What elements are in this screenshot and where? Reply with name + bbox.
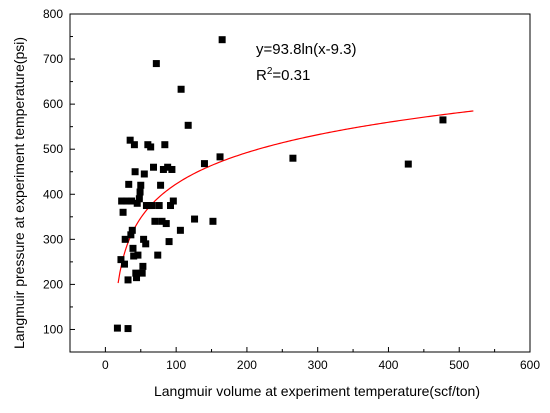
data-point-11 [127, 231, 135, 239]
data-point-3 [118, 197, 126, 205]
data-point-44 [162, 220, 170, 228]
y-tick-label-700: 700 [43, 52, 63, 66]
data-point-1 [124, 325, 132, 333]
data-point-50 [176, 226, 184, 234]
data-point-15 [130, 252, 138, 260]
data-point-17 [131, 168, 139, 176]
y-axis-title: Langmuir pressure at experiment temperat… [11, 37, 27, 349]
data-point-12 [128, 197, 136, 205]
data-point-58 [289, 154, 297, 162]
data-point-20 [133, 199, 141, 207]
y-tick-label-200: 200 [43, 277, 63, 291]
data-point-45 [164, 163, 172, 171]
data-point-46 [165, 238, 173, 246]
fit-curve [117, 110, 474, 284]
data-point-4 [119, 208, 127, 216]
y-tick-label-300: 300 [43, 232, 63, 246]
data-point-37 [152, 60, 160, 68]
r-squared: R2=0.31 [256, 66, 310, 84]
x-tick-label-500: 500 [449, 358, 469, 372]
data-point-59 [404, 160, 412, 168]
r-squared-value: =0.31 [272, 67, 310, 84]
data-point-48 [168, 165, 176, 173]
data-point-5 [120, 260, 128, 268]
y-tick-label-100: 100 [43, 322, 63, 336]
data-point-54 [200, 160, 208, 168]
plot-frame [69, 13, 531, 353]
data-point-28 [140, 170, 148, 178]
data-point-19 [133, 274, 141, 282]
fit-equation: y=93.8ln(x-9.3) [256, 41, 356, 58]
data-point-42 [159, 165, 167, 173]
data-point-39 [155, 202, 163, 210]
x-tick-label-400: 400 [378, 358, 398, 372]
data-point-6 [121, 235, 129, 243]
data-point-38 [154, 251, 162, 259]
data-point-26 [139, 262, 147, 270]
data-point-25 [138, 269, 146, 277]
x-axis-title: Langmuir volume at experiment temperatur… [154, 383, 480, 399]
y-tick-label-600: 600 [43, 97, 63, 111]
data-points [113, 36, 447, 333]
data-point-27 [140, 235, 148, 243]
r-squared-superscript: 2 [267, 66, 273, 77]
data-point-22 [135, 195, 143, 203]
data-point-13 [128, 226, 136, 234]
y-axis: 100 200 300 400 500 600 700 800 [43, 7, 75, 336]
data-point-57 [218, 36, 226, 44]
data-point-47 [166, 202, 174, 210]
data-point-35 [150, 163, 158, 171]
data-point-53 [191, 215, 199, 223]
x-tick-label-300: 300 [308, 358, 328, 372]
data-point-8 [124, 276, 132, 284]
x-axis: 0 100 200 300 400 500 600 [102, 347, 540, 372]
data-point-55 [209, 217, 217, 225]
data-point-7 [123, 197, 131, 205]
data-point-16 [130, 141, 138, 149]
data-point-43 [161, 141, 169, 149]
y-tick-label-800: 800 [43, 7, 63, 21]
data-point-23 [136, 188, 144, 196]
x-tick-label-200: 200 [237, 358, 257, 372]
data-point-21 [134, 251, 142, 259]
data-point-41 [158, 217, 166, 225]
data-point-34 [148, 202, 156, 210]
data-point-18 [132, 269, 140, 277]
data-point-56 [216, 153, 224, 161]
data-point-49 [169, 197, 177, 205]
fit-layer [117, 110, 474, 284]
data-point-0 [113, 324, 121, 332]
x-tick-label-0: 0 [102, 358, 109, 372]
data-point-24 [137, 181, 145, 189]
data-point-10 [126, 136, 134, 144]
data-point-29 [142, 240, 150, 248]
data-point-60 [439, 116, 447, 124]
y-tick-label-400: 400 [43, 187, 63, 201]
data-point-40 [157, 181, 165, 189]
data-point-33 [147, 143, 155, 151]
data-point-14 [129, 244, 137, 252]
x-tick-label-100: 100 [166, 358, 186, 372]
data-point-36 [151, 217, 159, 225]
y-tick-label-500: 500 [43, 142, 63, 156]
data-point-2 [117, 256, 125, 264]
data-point-52 [184, 121, 192, 129]
r-squared-prefix: R [256, 67, 267, 84]
data-point-51 [177, 85, 185, 93]
data-point-9 [125, 180, 133, 188]
x-tick-label-600: 600 [520, 358, 540, 372]
plot-area [69, 13, 531, 353]
